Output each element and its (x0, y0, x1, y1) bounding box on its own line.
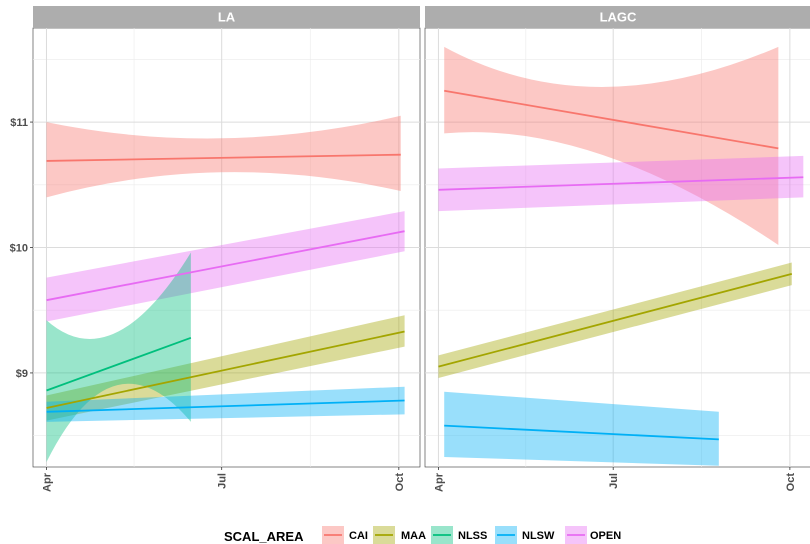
trend-lines (46, 153, 405, 413)
trend-line-maa (46, 330, 405, 409)
facet-strip (33, 6, 420, 28)
ribbon-cai (46, 115, 401, 198)
x-tick-label: Oct (785, 473, 797, 492)
legend-label-maa: MAA (401, 530, 426, 542)
ribbon-cai (444, 46, 779, 245)
confidence-ribbons (438, 46, 804, 466)
trend-line-cai (444, 89, 779, 150)
legend-item-nlss: NLSS (431, 526, 487, 544)
legend-item-cai: CAI (322, 526, 368, 544)
trend-line-nlss (46, 336, 192, 392)
legend-item-open: OPEN (565, 526, 621, 544)
trend-line-nlsw (46, 399, 405, 413)
facet-strip-label: LA (218, 10, 236, 25)
trend-line-cai (46, 153, 401, 162)
x-tick-label: Apr (433, 472, 445, 492)
trend-line-maa (438, 272, 793, 368)
x-tick-label: Jul (217, 473, 229, 489)
x-tick-label: Apr (41, 472, 53, 492)
x-tick-label: Jul (608, 473, 620, 489)
ribbon-nlsw (444, 391, 719, 466)
facet-strip-label: LAGC (600, 10, 637, 25)
facet-panel-lagc: LAGC Apr Jul Oct (424, 6, 810, 492)
y-tick-label: $11 (10, 117, 28, 129)
y-tick-label: $9 (16, 368, 28, 380)
facet-panel-la: LA $9 $10 $11 Apr Jul Oct (10, 6, 421, 492)
facet-strip (425, 6, 810, 28)
legend-label-cai: CAI (349, 530, 368, 542)
legend-label-open: OPEN (590, 530, 621, 542)
ribbon-nlss (46, 252, 191, 462)
legend-title: SCAL_AREA (224, 529, 304, 544)
legend-label-nlss: NLSS (458, 530, 487, 542)
legend: SCAL_AREA CAI MAA NLSS NLSW OPEN (224, 526, 621, 544)
trend-line-nlsw (444, 424, 719, 441)
facet-panels: LA $9 $10 $11 Apr Jul Oct LAGC Apr Jul Oct (10, 6, 810, 492)
trend-lines (438, 89, 804, 441)
legend-label-nlsw: NLSW (522, 530, 555, 542)
legend-item-nlsw: NLSW (495, 526, 555, 544)
x-tick-label: Oct (394, 473, 406, 492)
ribbon-nlsw (46, 386, 405, 422)
trend-line-open (438, 176, 804, 191)
legend-item-maa: MAA (373, 526, 426, 544)
y-tick-label: $10 (10, 243, 28, 255)
trend-line-open (46, 230, 405, 302)
ribbon-maa (46, 315, 405, 421)
